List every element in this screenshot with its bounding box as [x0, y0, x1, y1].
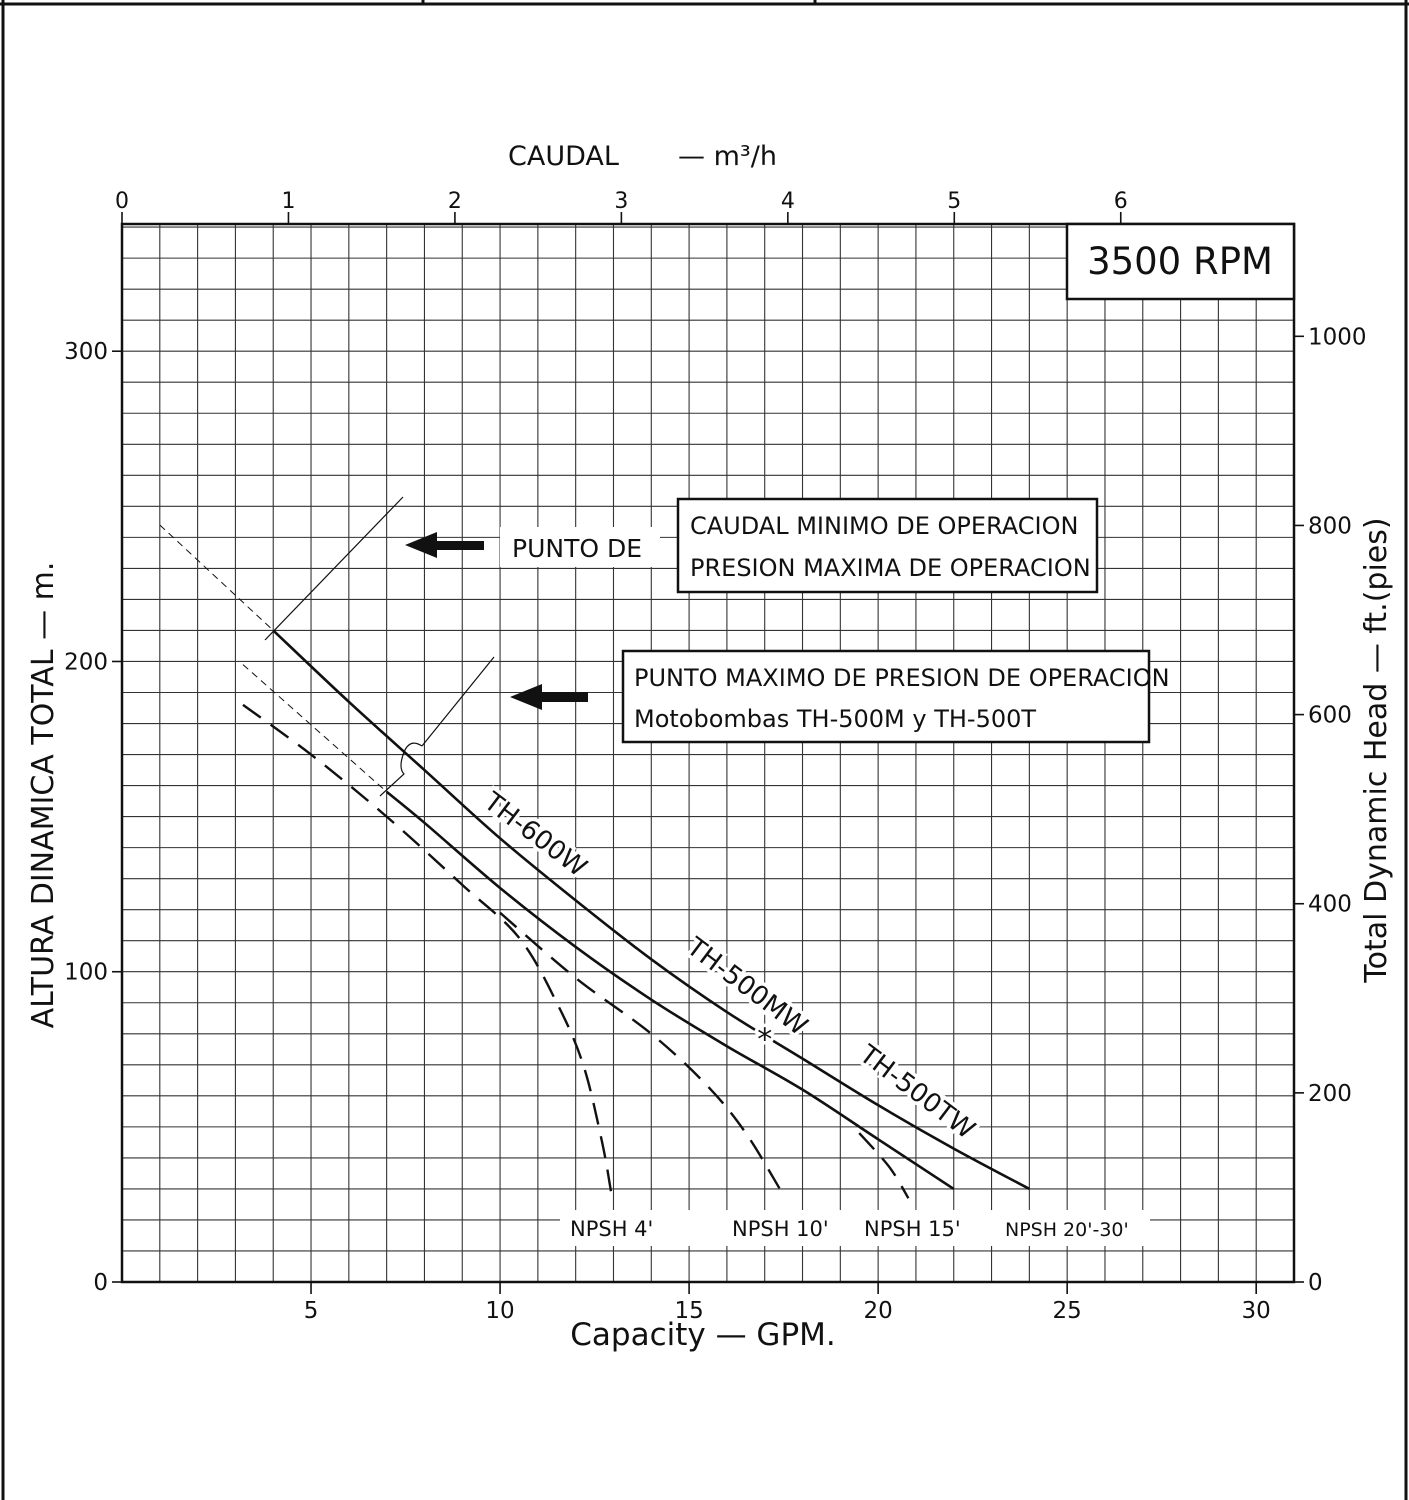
- series-line-2: [242, 703, 613, 1196]
- arrow-1-icon: [405, 532, 484, 558]
- y-left-tick-label: 100: [64, 960, 108, 986]
- x-top-tick-label: 6: [1114, 189, 1128, 214]
- series-line-1: [385, 790, 955, 1191]
- y-left-tick-label: 0: [93, 1270, 108, 1296]
- x-top-tick-label: 5: [947, 189, 961, 214]
- x-top-axis-unit-text: m³/h: [714, 141, 777, 172]
- guide-ext-500: [242, 664, 387, 793]
- x-bottom-tick-label: 5: [304, 1298, 319, 1324]
- series-label: TH-500TW: [853, 1039, 980, 1145]
- y-right-tick-label: 800: [1308, 513, 1352, 539]
- leader-hook-2: [379, 742, 423, 797]
- rpm-box: [1065, 222, 1296, 301]
- x-bottom-tick-label: 10: [485, 1298, 514, 1324]
- grid: [122, 224, 1294, 1282]
- y-left-axis-label: ALTURA DINAMICA TOTAL — m.: [26, 562, 61, 1029]
- x-top-axis-unit: — m³/h: [678, 141, 777, 172]
- npsh-label-20-30: NPSH 20'-30': [1005, 1219, 1129, 1241]
- x-bottom-tick-label: 30: [1242, 1298, 1271, 1324]
- x-top-tick-label: 3: [614, 189, 628, 214]
- y-right-axis-label: Total Dynamic Head — ft.(pies): [1359, 517, 1394, 983]
- series-line-3: [499, 911, 781, 1190]
- y-right-tick-label: 400: [1308, 892, 1352, 918]
- x-bottom-axis-label: Capacity — GPM.: [570, 1317, 836, 1353]
- x-bottom-tick-label: 20: [863, 1298, 892, 1324]
- leader-line-1: [264, 496, 404, 641]
- x-top-tick-label: 0: [115, 189, 129, 214]
- y-right-tick-label: 1000: [1308, 324, 1367, 350]
- npsh-label-10: NPSH 10': [732, 1217, 829, 1241]
- y-right-tick-label: 200: [1308, 1081, 1352, 1107]
- x-bottom-tick-label: 15: [674, 1298, 703, 1324]
- rpm-label: 3500 RPM: [1087, 240, 1273, 283]
- x-top-tick-label: 4: [781, 189, 795, 214]
- npsh-label-4: NPSH 4': [570, 1217, 653, 1241]
- guide-ext-600: [159, 524, 274, 631]
- y-right-tick-label: 0: [1308, 1270, 1323, 1296]
- x-bottom-tick-label: 25: [1053, 1298, 1082, 1324]
- annotation-box-1-line1: CAUDAL MINIMO DE OPERACION: [690, 512, 1078, 540]
- y-left-tick-label: 300: [64, 339, 108, 365]
- npsh-label-15: NPSH 15': [864, 1217, 961, 1241]
- annotation-box-2-line1: PUNTO MAXIMO DE PRESION DE OPERACION: [634, 664, 1170, 692]
- series-label: *: [757, 1022, 772, 1057]
- series-line-4: [858, 1132, 910, 1199]
- x-top-tick-label: 2: [448, 189, 462, 214]
- plot-area: [120, 222, 1296, 1284]
- leader-line-2: [421, 656, 495, 747]
- curves: [159, 524, 1030, 1199]
- y-right-tick-label: 600: [1308, 703, 1352, 729]
- annotation-box-2-line2: Motobombas TH-500M y TH-500T: [634, 705, 1036, 733]
- x-top-axis-label: CAUDAL: [508, 141, 619, 172]
- series-line-0: [272, 629, 1030, 1191]
- ticks: 0 1 2 3 4 5 65 10 15 20 25 300100200300020040060080…: [64, 189, 1366, 1324]
- y-left-tick-label: 200: [64, 649, 108, 675]
- punto-de-label: PUNTO DE: [512, 534, 642, 563]
- annotation-box-2: [621, 649, 1151, 744]
- annotation-box-1-line2: PRESION MAXIMA DE OPERACION: [690, 554, 1091, 582]
- punto-de-bg: [500, 527, 660, 567]
- arrow-2-icon: [510, 684, 588, 710]
- annotation-box-1: [676, 497, 1099, 594]
- npsh-labels-bg: [560, 1210, 1150, 1246]
- x-top-tick-label: 1: [281, 189, 295, 214]
